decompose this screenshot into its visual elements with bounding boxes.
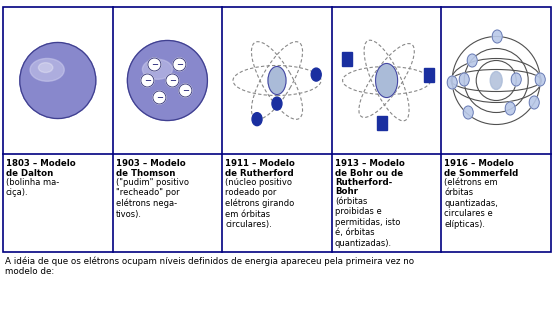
Ellipse shape: [490, 71, 502, 90]
Text: de Sommerfeld: de Sommerfeld: [444, 168, 519, 177]
Text: ("pudim" positivo
"recheado" por
elétrons nega-
tivos).: ("pudim" positivo "recheado" por elétron…: [116, 178, 188, 219]
Ellipse shape: [459, 73, 469, 86]
Bar: [377, 116, 387, 129]
Text: de Thomson: de Thomson: [116, 168, 175, 177]
Text: 1803 – Modelo: 1803 – Modelo: [6, 159, 76, 168]
Text: Rutherford-: Rutherford-: [335, 178, 392, 187]
Text: Bohr: Bohr: [335, 188, 358, 197]
Ellipse shape: [311, 68, 321, 81]
Ellipse shape: [252, 113, 262, 126]
Text: −: −: [182, 86, 189, 95]
Ellipse shape: [153, 91, 166, 104]
Text: 1916 – Modelo: 1916 – Modelo: [444, 159, 514, 168]
Text: (órbitas
proibidas e
permitidas, isto
é, órbitas
quantizadas).: (órbitas proibidas e permitidas, isto é,…: [335, 197, 400, 248]
Text: −: −: [176, 60, 183, 69]
Text: de Rutherford: de Rutherford: [225, 168, 294, 177]
Ellipse shape: [127, 40, 207, 121]
Ellipse shape: [492, 30, 502, 43]
Text: A idéia de que os elétrons ocupam níveis definidos de energia apareceu pela prim: A idéia de que os elétrons ocupam níveis…: [5, 256, 414, 276]
Text: de Dalton: de Dalton: [6, 168, 53, 177]
Ellipse shape: [376, 64, 398, 98]
Text: (bolinha ma-
ciça).: (bolinha ma- ciça).: [6, 178, 59, 197]
Ellipse shape: [173, 58, 186, 71]
Text: −: −: [169, 76, 176, 85]
Bar: [342, 52, 352, 66]
Text: (elétrons em
órbitas
quantizadas,
circulares e
elípticas).: (elétrons em órbitas quantizadas, circul…: [444, 178, 498, 229]
Ellipse shape: [20, 43, 96, 118]
Ellipse shape: [463, 106, 473, 119]
Text: −: −: [144, 76, 151, 85]
Text: −: −: [151, 60, 158, 69]
Ellipse shape: [179, 84, 192, 97]
Ellipse shape: [272, 97, 282, 110]
Ellipse shape: [141, 74, 154, 87]
Ellipse shape: [511, 73, 521, 86]
Ellipse shape: [529, 96, 539, 109]
Ellipse shape: [447, 76, 457, 89]
Text: 1911 – Modelo: 1911 – Modelo: [225, 159, 295, 168]
Ellipse shape: [268, 66, 286, 95]
Ellipse shape: [535, 73, 545, 86]
Ellipse shape: [148, 58, 161, 71]
Ellipse shape: [142, 59, 172, 79]
Text: (núcleo positivo
rodeado por
elétrons girando
em órbitas
circulares).: (núcleo positivo rodeado por elétrons gi…: [225, 178, 294, 229]
Ellipse shape: [30, 58, 64, 81]
Text: −: −: [156, 93, 163, 102]
Ellipse shape: [166, 74, 179, 87]
Ellipse shape: [38, 63, 53, 73]
Text: de Bohr ou de: de Bohr ou de: [335, 168, 403, 177]
Ellipse shape: [467, 54, 477, 67]
Ellipse shape: [505, 102, 515, 115]
Bar: [424, 67, 434, 82]
Text: 1903 – Modelo: 1903 – Modelo: [116, 159, 186, 168]
Text: 1913 – Modelo: 1913 – Modelo: [335, 159, 404, 168]
